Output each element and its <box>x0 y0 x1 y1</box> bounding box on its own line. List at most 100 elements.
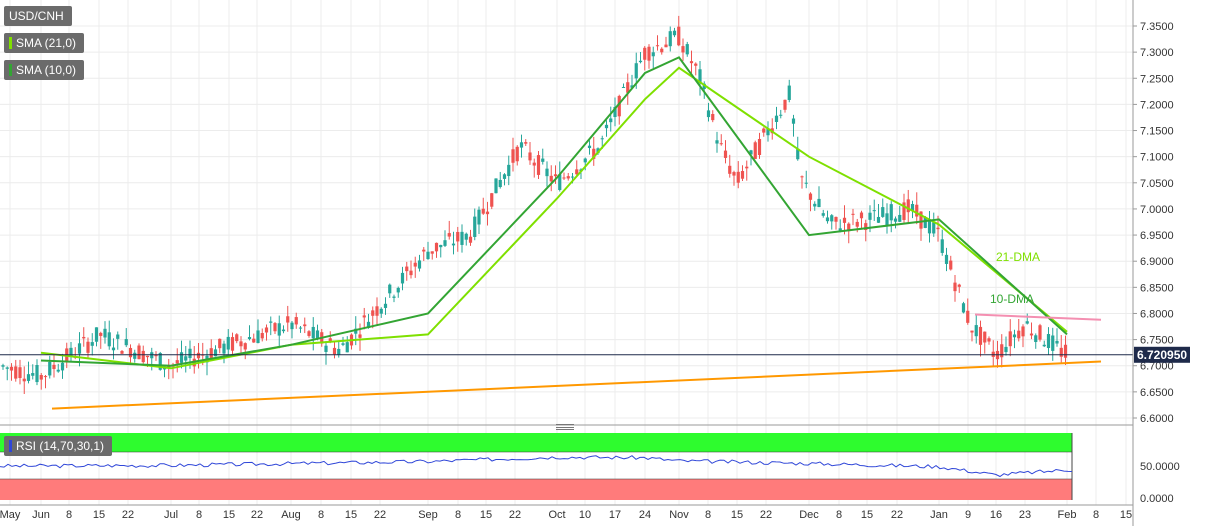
time-tick-label: 22 <box>374 509 386 521</box>
candle-body <box>936 227 940 230</box>
candle-body <box>124 339 128 346</box>
pane-resize-handle[interactable] <box>556 424 574 430</box>
candle-body <box>400 272 405 284</box>
candle-body <box>1034 335 1038 342</box>
time-tick-label: May <box>0 509 21 521</box>
candle-body <box>970 330 974 333</box>
candle-body <box>111 347 116 351</box>
price-tick-label: 6.8500 <box>1140 282 1174 294</box>
candle-body <box>303 324 307 327</box>
candle-body <box>22 378 26 382</box>
candle-body <box>851 213 855 215</box>
sma21-line <box>40 66 1068 370</box>
candle-body <box>638 60 643 63</box>
candle-body <box>600 138 604 140</box>
candle-body <box>664 44 668 48</box>
candle-body <box>56 369 60 372</box>
candle-body <box>630 85 634 88</box>
candle-body <box>507 164 511 177</box>
candle-body <box>1004 346 1008 353</box>
candle-body <box>944 254 949 264</box>
legend-symbol[interactable]: USD/CNH <box>4 6 72 26</box>
candle-body <box>443 240 447 246</box>
time-tick-label: Dec <box>799 509 819 521</box>
candle-body <box>553 174 558 177</box>
candle-body <box>294 317 298 325</box>
price-tick-label: 7.2500 <box>1140 73 1174 85</box>
time-tick-label: 15 <box>1120 509 1132 521</box>
time-tick-label: 8 <box>1093 509 1099 521</box>
candle-body <box>90 342 94 346</box>
candle-body <box>464 233 468 240</box>
candle-body <box>621 86 626 88</box>
candle-body <box>243 343 247 350</box>
candle-body <box>196 352 201 359</box>
svg-text:6.720950: 6.720950 <box>1137 348 1187 362</box>
time-axis[interactable]: May Jun 8 15 22 Jul 8 15 22 Aug 8 15 22 Sep 8 15 22 Oct 10… <box>0 509 1132 521</box>
candle-body <box>570 176 575 178</box>
candle-body <box>660 48 664 53</box>
time-tick-label: 8 <box>318 509 324 521</box>
candle-body <box>481 208 485 214</box>
candle-body <box>893 218 898 222</box>
candle-body <box>617 95 621 117</box>
candle-body <box>209 348 213 359</box>
candle-body <box>1038 325 1042 340</box>
candle-body <box>647 46 651 61</box>
candle-body <box>269 321 273 323</box>
support-trendline <box>51 360 1102 410</box>
candle-body <box>103 328 107 338</box>
candle-body <box>1008 331 1012 347</box>
time-tick-label: 22 <box>122 509 134 521</box>
time-tick-label: Oct <box>548 509 565 521</box>
price-tick-label: 6.7500 <box>1140 335 1174 347</box>
candle-body <box>230 337 235 351</box>
candle-body <box>86 341 90 353</box>
candle-body <box>494 178 498 194</box>
candle-body <box>1046 334 1051 349</box>
price-tick-label: 7.0000 <box>1140 204 1174 216</box>
dma21-annotation: 21-DMA <box>996 250 1040 264</box>
rsi-oversold-zone <box>0 479 1072 500</box>
legend-rsi[interactable]: RSI (14,70,30,1) <box>4 436 113 456</box>
rsi-axis[interactable]: 50.0000 0.0000 <box>1140 461 1180 505</box>
time-tick-label: Sep <box>418 509 438 521</box>
candle-body <box>468 236 473 243</box>
candle-body <box>910 204 915 211</box>
candle-body <box>1000 344 1004 358</box>
candle-body <box>681 46 685 53</box>
candle-body <box>940 239 944 253</box>
time-tick-label: 22 <box>891 509 903 521</box>
candle-body <box>566 176 570 179</box>
candle-body <box>978 326 983 345</box>
candle-body <box>825 217 830 222</box>
candle-body <box>366 321 371 328</box>
candle-body <box>456 231 460 242</box>
candle-body <box>677 26 681 46</box>
candle-body <box>528 152 532 161</box>
candle-body <box>281 329 286 332</box>
legend-sma10[interactable]: SMA (10,0) <box>4 60 85 80</box>
legend-sma21[interactable]: SMA (21,0) <box>4 33 85 53</box>
candle-body <box>808 193 813 200</box>
candle-body <box>685 44 689 55</box>
price-axis[interactable]: 7.3500 7.3000 7.2500 7.2000 7.1500 7.1000 7.05… <box>1133 21 1174 425</box>
candle-body <box>235 334 239 342</box>
candle-body <box>277 323 281 336</box>
candle-body <box>222 343 226 354</box>
time-tick-label: 15 <box>223 509 235 521</box>
candle-body <box>154 354 158 357</box>
price-tick-label: 6.7000 <box>1140 361 1174 373</box>
candle-body <box>35 365 39 383</box>
time-tick-label: 8 <box>836 509 842 521</box>
candle-body <box>609 118 613 123</box>
candle-body <box>307 331 311 336</box>
candle-body <box>876 216 881 223</box>
rsi-overbought-zone <box>0 433 1072 452</box>
time-tick-label: 22 <box>760 509 772 521</box>
candle-body <box>919 211 923 229</box>
candle-body <box>447 233 451 237</box>
candle-body <box>583 158 587 163</box>
time-tick-label: 8 <box>455 509 461 521</box>
